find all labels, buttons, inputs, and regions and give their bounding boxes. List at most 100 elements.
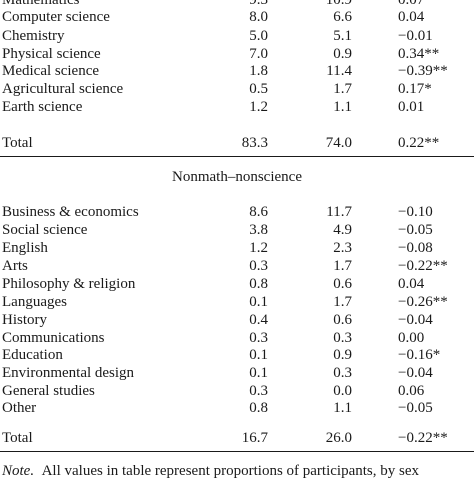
table-row-medical-science: Medical science 1.8 11.4 −0.39**	[0, 62, 474, 81]
value-col-c: −0.16*	[398, 347, 441, 363]
value-col-b: 0.9	[333, 347, 352, 363]
total-label: Total	[2, 430, 33, 446]
value-col-b: 1.1	[333, 400, 352, 416]
value-col-c: 0.06	[398, 383, 425, 399]
value-col-b: 0.9	[333, 46, 352, 62]
table-row-earth-science: Earth science 1.2 1.1 0.01	[0, 98, 474, 117]
value-col-a: 0.5	[249, 81, 268, 97]
table-row-nonscience-total: Total 16.7 26.0 −0.22**	[0, 429, 474, 448]
value-col-a: 8.6	[249, 204, 268, 220]
value-col-c: 0.04	[398, 9, 425, 25]
table-row-computer-science: Computer science 8.0 6.6 0.04	[0, 8, 474, 27]
field-name: Chemistry	[2, 28, 65, 44]
field-name: Other	[2, 400, 37, 416]
value-col-c: −0.05	[398, 222, 433, 238]
value-col-b: 1.7	[333, 294, 352, 310]
field-name: Earth science	[2, 99, 83, 115]
value-col-b: 2.3	[333, 240, 352, 256]
value-col-a: 0.1	[249, 347, 268, 363]
value-col-c: −0.01	[398, 28, 433, 44]
value-col-c: 0.01	[398, 99, 425, 115]
value-col-a: 1.2	[249, 99, 268, 115]
value-col-b: 0.6	[333, 312, 352, 328]
value-col-c: 0.07	[398, 0, 425, 8]
table-row-communications: Communications 0.3 0.3 0.00	[0, 329, 474, 348]
table-row-arts: Arts 0.3 1.7 −0.22**	[0, 257, 474, 276]
value-col-a: 0.8	[249, 400, 268, 416]
value-col-c: 0.04	[398, 276, 425, 292]
field-name: Computer science	[2, 9, 110, 25]
field-name: Physical science	[2, 46, 101, 62]
value-col-c: −0.39**	[398, 63, 448, 79]
value-col-b: 0.3	[333, 330, 352, 346]
value-col-c: −0.04	[398, 312, 433, 328]
table-row-english: English 1.2 2.3 −0.08	[0, 239, 474, 258]
value-col-c: −0.04	[398, 365, 433, 381]
table-row-education: Education 0.1 0.9 −0.16*	[0, 346, 474, 365]
value-col-b: 4.9	[333, 222, 352, 238]
value-col-b: 0.0	[333, 383, 352, 399]
section-divider	[0, 156, 474, 157]
field-name: History	[2, 312, 47, 328]
value-col-b: 5.1	[333, 28, 352, 44]
table-row-history: History 0.4 0.6 −0.04	[0, 311, 474, 330]
value-col-c: −0.08	[398, 240, 433, 256]
value-col-a: 1.2	[249, 240, 268, 256]
note-text: All values in table represent proportion…	[41, 463, 419, 479]
value-col-c: −0.22**	[398, 258, 448, 274]
value-col-c: 0.00	[398, 330, 425, 346]
field-name: Agricultural science	[2, 81, 124, 97]
field-name: Communications	[2, 330, 105, 346]
table-row-chemistry: Chemistry 5.0 5.1 −0.01	[0, 27, 474, 46]
value-col-a: 3.8	[249, 222, 268, 238]
value-col-a: 0.1	[249, 294, 268, 310]
field-name: Social science	[2, 222, 88, 238]
value-col-c: −0.22**	[398, 430, 448, 446]
table-bottom-rule	[0, 451, 474, 452]
field-name: General studies	[2, 383, 95, 399]
field-name: English	[2, 240, 48, 256]
value-col-c: 0.17*	[398, 81, 432, 97]
field-name: Arts	[2, 258, 28, 274]
table-row-science-total: Total 83.3 74.0 0.22**	[0, 134, 474, 153]
value-col-c: 0.34**	[398, 46, 440, 62]
field-name: Business & economics	[2, 204, 139, 220]
total-label: Total	[2, 135, 33, 151]
value-col-a: 16.7	[241, 430, 268, 446]
value-col-a: 7.0	[249, 46, 268, 62]
table-row-general-studies: General studies 0.3 0.0 0.06	[0, 382, 474, 401]
value-col-b: 0.6	[333, 276, 352, 292]
value-col-a: 0.3	[249, 330, 268, 346]
table-row-social-science: Social science 3.8 4.9 −0.05	[0, 221, 474, 240]
section-heading: Nonmath–nonscience	[172, 169, 302, 185]
value-col-b: 11.7	[326, 204, 352, 220]
value-col-b: 26.0	[325, 430, 352, 446]
value-col-a: 5.0	[249, 28, 268, 44]
value-col-a: 9.3	[249, 0, 268, 8]
value-col-a: 8.0	[249, 9, 268, 25]
table-note: Note. All values in table represent prop…	[2, 462, 419, 481]
value-col-b: 10.9	[325, 0, 352, 8]
field-name: Environmental design	[2, 365, 135, 381]
note-label: Note.	[2, 463, 35, 479]
value-col-a: 1.8	[249, 63, 268, 79]
table-row-languages: Languages 0.1 1.7 −0.26**	[0, 293, 474, 312]
field-name: Languages	[2, 294, 67, 310]
value-col-a: 0.1	[249, 365, 268, 381]
value-col-b: 6.6	[333, 9, 352, 25]
value-col-a: 0.3	[249, 383, 268, 399]
table-row-other: Other 0.8 1.1 −0.05	[0, 399, 474, 418]
field-name: Philosophy & religion	[2, 276, 136, 292]
value-col-c: −0.26**	[398, 294, 448, 310]
field-name: Mathematics	[2, 0, 80, 8]
value-col-a: 0.3	[249, 258, 268, 274]
value-col-b: 11.4	[326, 63, 352, 79]
table-row-physical-science: Physical science 7.0 0.9 0.34**	[0, 45, 474, 64]
value-col-c: 0.22**	[398, 135, 440, 151]
value-col-c: −0.05	[398, 400, 433, 416]
table-row-agricultural-science: Agricultural science 0.5 1.7 0.17*	[0, 80, 474, 99]
value-col-a: 0.8	[249, 276, 268, 292]
value-col-b: 74.0	[325, 135, 352, 151]
value-col-b: 1.7	[333, 81, 352, 97]
